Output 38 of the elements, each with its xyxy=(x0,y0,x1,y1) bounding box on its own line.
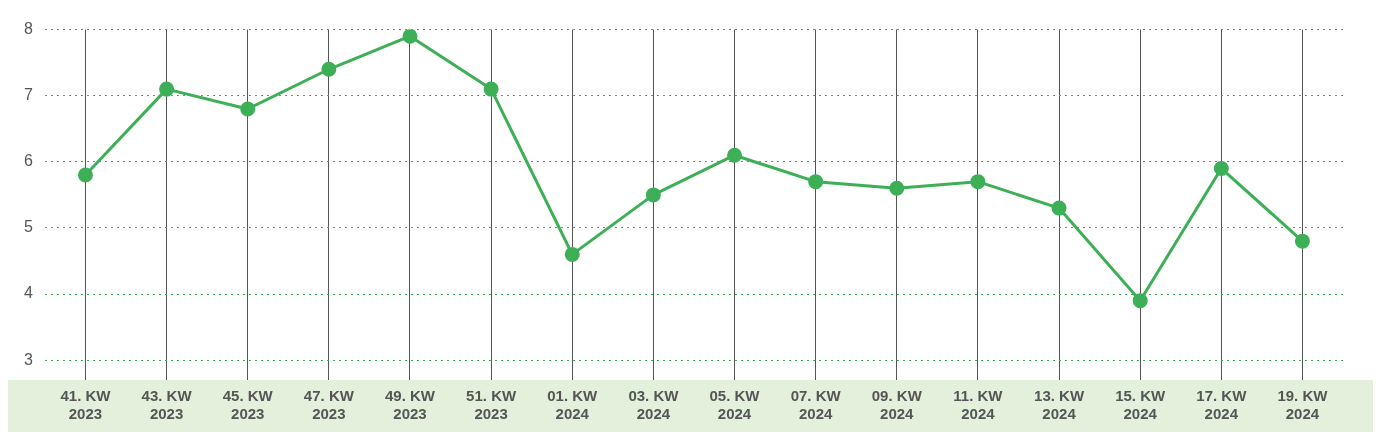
point xyxy=(970,174,986,190)
x-tick-label: 49. KW 2023 xyxy=(384,387,436,423)
y-tick-label: 3 xyxy=(23,350,33,368)
y-tick-label: 5 xyxy=(23,218,33,236)
y-tick-label: 7 xyxy=(23,86,33,104)
x-tick-label: 03. KW 2024 xyxy=(628,387,680,423)
y-tick-label: 4 xyxy=(23,284,33,302)
x-tick-label: 43. KW 2023 xyxy=(141,387,193,423)
point xyxy=(240,101,256,117)
x-tick-label: 11. KW 2024 xyxy=(953,387,1004,423)
point xyxy=(645,187,661,203)
x-tick-label: 51. KW 2023 xyxy=(466,387,517,423)
point xyxy=(321,61,337,77)
x-tick-label: 45. KW 2023 xyxy=(222,387,274,423)
point xyxy=(1051,200,1067,216)
x-tick-label: 17. KW 2024 xyxy=(1196,387,1248,423)
point xyxy=(77,167,93,183)
x-tick-label: 05. KW 2024 xyxy=(709,387,761,423)
y-tick-label: 8 xyxy=(23,20,33,38)
point xyxy=(1213,160,1229,176)
point xyxy=(564,246,580,262)
point xyxy=(483,81,499,97)
point xyxy=(727,147,743,163)
point xyxy=(1294,233,1310,249)
x-tick-label: 09. KW 2024 xyxy=(871,387,923,423)
point xyxy=(402,29,418,44)
x-tick-label: 41. KW 2023 xyxy=(60,387,112,423)
point xyxy=(808,174,824,190)
point xyxy=(1132,293,1148,309)
x-tick-label: 13. KW 2024 xyxy=(1034,387,1085,423)
x-tick-label: 19. KW 2024 xyxy=(1277,387,1329,423)
y-tick-label: 6 xyxy=(23,152,33,170)
x-tick-label: 15. KW 2024 xyxy=(1115,387,1167,423)
x-tick-label: 07. KW 2024 xyxy=(790,387,842,423)
x-tick-label: 01. KW 2024 xyxy=(547,387,599,423)
point xyxy=(159,81,175,97)
point xyxy=(889,180,905,196)
x-tick-label: 47. KW 2023 xyxy=(303,387,355,423)
